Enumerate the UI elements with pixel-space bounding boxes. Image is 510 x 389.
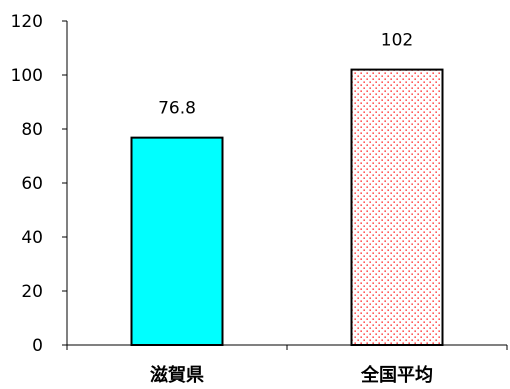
data-label: 76.8 [158,99,196,119]
y-tick-label: 40 [21,228,43,248]
bar-national-average [350,68,444,346]
y-tick-label: 100 [11,66,43,86]
y-tick-label: 60 [21,174,43,194]
y-tick-label: 80 [21,120,43,140]
y-tick-label: 20 [21,282,43,302]
data-label: 102 [381,31,413,51]
bar-shiga [130,136,224,346]
category-label: 滋賀県 [150,364,204,385]
y-tick-label: 0 [32,336,43,356]
category-label: 全国平均 [360,364,433,385]
y-tick-label: 120 [11,12,43,32]
